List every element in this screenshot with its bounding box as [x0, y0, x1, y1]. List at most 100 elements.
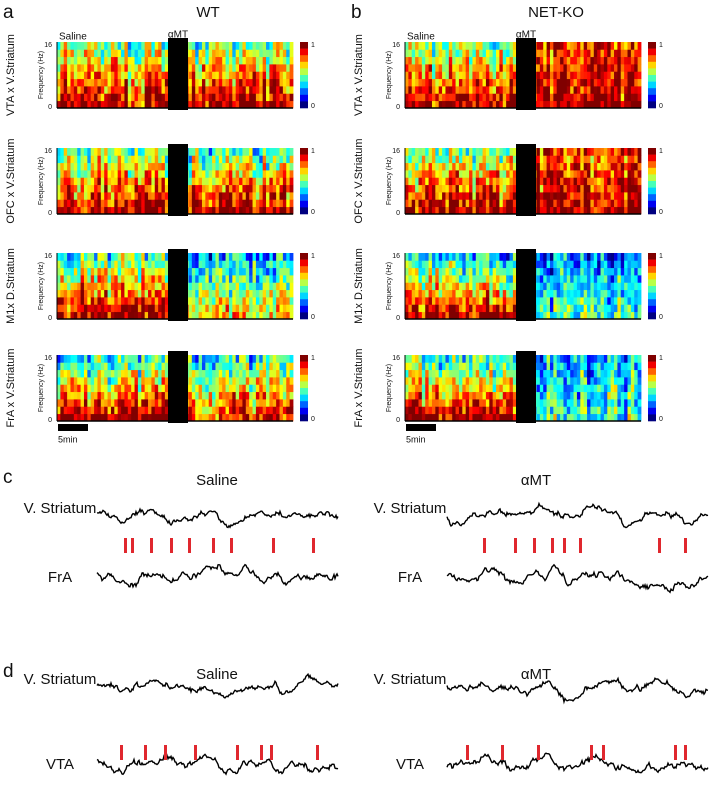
- spectrogram-cell: [225, 311, 230, 320]
- spectrogram-cell: [546, 399, 551, 407]
- spectrogram-cell: [448, 86, 453, 94]
- spectrogram-cell: [472, 49, 477, 58]
- spectrogram-cell: [282, 369, 287, 378]
- spectrogram-cell: [124, 93, 129, 102]
- spectrogram-cell: [114, 406, 119, 415]
- spectrogram-cell: [73, 267, 78, 276]
- spectrogram-cell: [137, 162, 142, 171]
- spectrogram-cell: [617, 148, 622, 156]
- spectrogram-cell: [279, 304, 284, 313]
- spectrogram-cell: [161, 377, 166, 385]
- spectrogram-cell: [431, 56, 436, 65]
- spectrogram-cell: [252, 253, 257, 261]
- spectrogram-cell: [546, 253, 551, 261]
- spectrogram-cell: [208, 369, 213, 378]
- spectrogram-cell: [543, 253, 547, 261]
- spectrogram-cell: [141, 177, 146, 186]
- spectrogram-cell: [607, 42, 612, 50]
- spectrogram-cell: [411, 297, 416, 305]
- spectrogram-cell: [448, 64, 453, 72]
- spectrogram-cell: [198, 267, 203, 276]
- spectrogram-cell: [286, 304, 291, 313]
- spectrogram-cell: [222, 49, 226, 58]
- spectrogram-cell: [600, 56, 605, 65]
- spectrogram-cell: [252, 56, 257, 65]
- colorbar-tick-label: 1: [311, 148, 315, 155]
- spectrogram-cell: [73, 49, 78, 58]
- spectrogram-cell: [499, 253, 504, 261]
- spectrogram-cell: [556, 369, 561, 378]
- spectrogram-cell: [232, 49, 237, 58]
- spectrogram-cell: [195, 64, 199, 72]
- spectrogram-cell: [539, 304, 544, 313]
- colorbar-tick-label: 1: [659, 148, 663, 155]
- spectrogram-cell: [262, 311, 267, 320]
- spectrogram-cell: [228, 170, 233, 178]
- spectrogram-cell: [212, 406, 216, 415]
- spectrogram-cell: [104, 282, 108, 291]
- spectrogram-cell: [124, 100, 129, 109]
- spectrogram-cell: [576, 71, 581, 80]
- spectrogram-cell: [110, 253, 115, 261]
- spectrogram-cell: [212, 71, 216, 80]
- spectrogram-cell: [620, 170, 625, 178]
- spectrogram-cell: [137, 355, 142, 363]
- spectrogram-cell: [539, 86, 544, 94]
- spectrogram-cell: [201, 93, 206, 102]
- spectrogram-cell: [137, 56, 142, 65]
- spectrogram-cell: [485, 64, 490, 72]
- spectrogram-cell: [266, 253, 270, 261]
- spectrogram-cell: [164, 206, 169, 215]
- spectrogram-cell: [269, 362, 274, 371]
- spectrogram-cell: [259, 170, 264, 178]
- spectrogram-cell: [617, 192, 622, 200]
- spectrogram-cell: [73, 275, 78, 283]
- spectrogram-cell: [573, 64, 578, 72]
- spectrogram-cell: [222, 100, 226, 109]
- spectrogram-cell: [570, 42, 574, 50]
- spectrogram-cell: [94, 192, 98, 200]
- spectrogram-cell: [70, 289, 75, 298]
- spectrogram-cell: [201, 399, 206, 407]
- spectrogram-cell: [421, 413, 426, 422]
- spectrogram-cell: [560, 56, 564, 65]
- spectrogram-cell: [587, 162, 591, 171]
- colorbar-segment: [300, 55, 308, 63]
- spectrogram-cell: [198, 49, 203, 58]
- spectrogram-cell: [188, 71, 193, 80]
- spectrogram-cell: [158, 192, 162, 200]
- spectrogram-cell: [421, 275, 426, 283]
- spectrogram-cell: [137, 71, 142, 80]
- spectrogram-cell: [431, 64, 436, 72]
- spectrogram-cell: [455, 369, 460, 378]
- spectrogram-cell: [104, 260, 108, 269]
- spectrogram-cell: [448, 148, 453, 156]
- spectrogram-cell: [442, 311, 446, 320]
- spectrogram-cell: [225, 253, 230, 261]
- spectrogram-cell: [249, 86, 253, 94]
- spectrogram-cell: [191, 282, 196, 291]
- spectrogram-cell: [593, 184, 598, 193]
- spectrogram-cell: [235, 289, 240, 298]
- spectrogram-cell: [100, 311, 105, 320]
- spectrogram-cell: [472, 86, 477, 94]
- spectrogram-cell: [114, 289, 119, 298]
- spectrogram-cell: [245, 184, 250, 193]
- spectrogram-cell: [127, 86, 132, 94]
- spectrogram-cell: [405, 377, 409, 385]
- spectrogram-cell: [576, 177, 581, 186]
- spectrogram-cell: [455, 384, 460, 393]
- spectrogram-cell: [134, 297, 139, 305]
- spectrogram-cell: [121, 413, 125, 422]
- y-tick-label: 0: [48, 315, 52, 322]
- spectrogram-cell: [235, 399, 240, 407]
- spectrogram-cell: [222, 406, 226, 415]
- spectrogram-cell: [148, 206, 152, 215]
- spectrogram-cell: [573, 86, 578, 94]
- spectrogram-cell: [148, 177, 152, 186]
- spectrogram-cell: [151, 177, 156, 186]
- spectrogram-cell: [583, 86, 588, 94]
- spectrogram-cell: [259, 275, 264, 283]
- spectrogram-cell: [144, 71, 149, 80]
- spectrogram-cell: [489, 297, 494, 305]
